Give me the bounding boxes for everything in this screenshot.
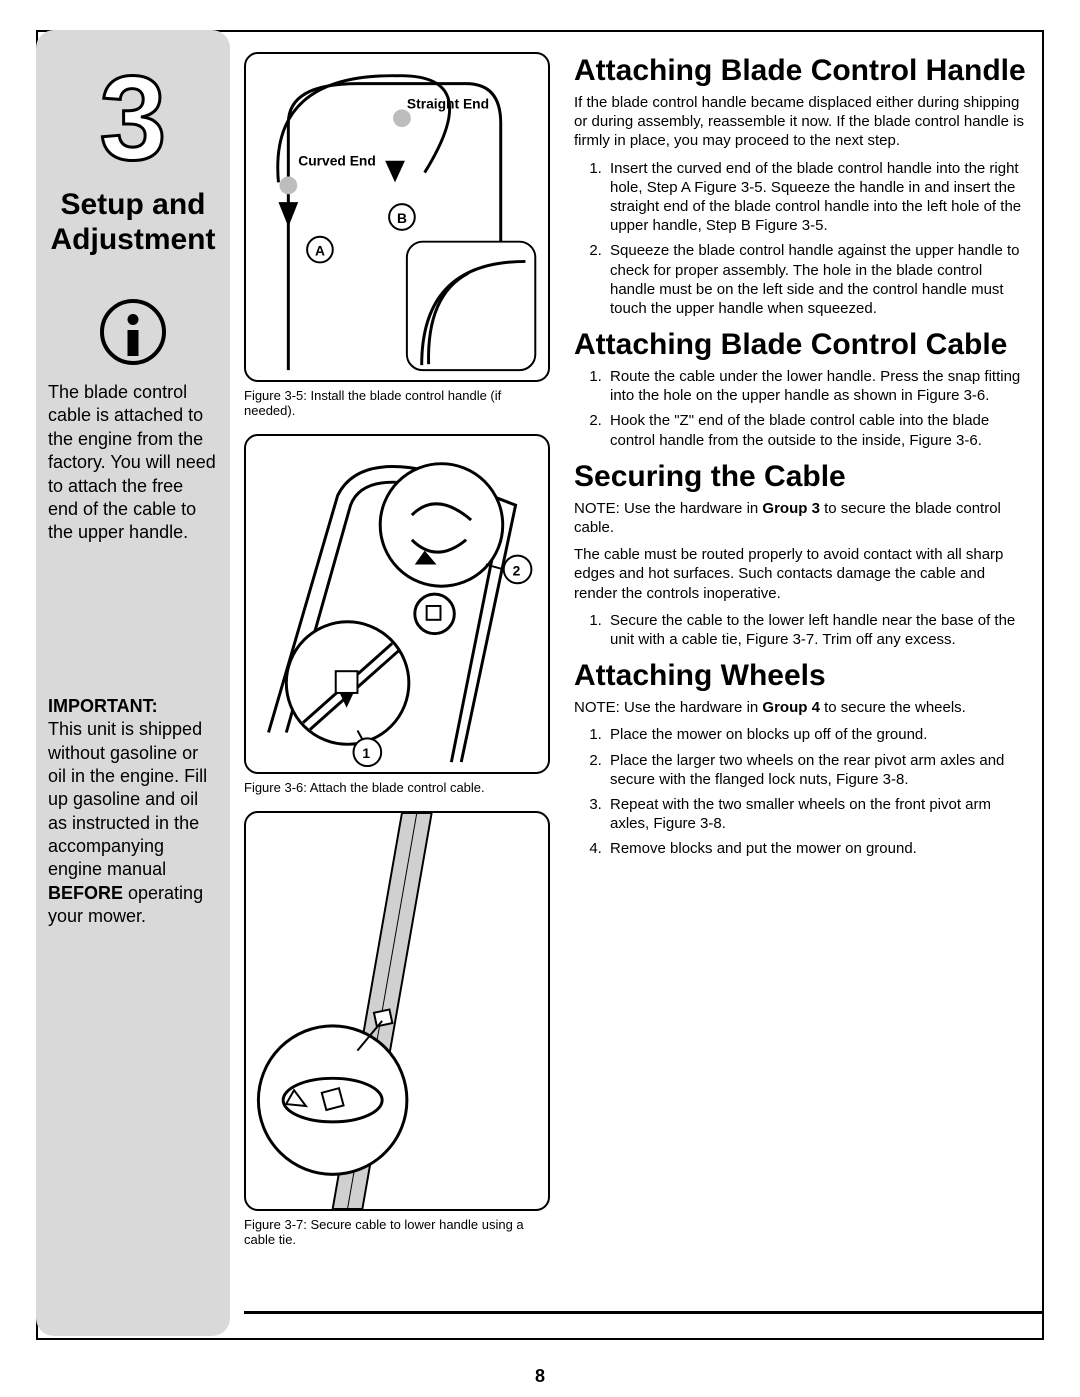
heading-securing-cable: Securing the Cable xyxy=(574,460,1026,493)
label-straight: Straight End xyxy=(407,95,489,111)
list-item: Hook the "Z" end of the blade control ca… xyxy=(606,411,1026,449)
figure-3-6: 2 1 xyxy=(244,434,550,774)
content-column: Attaching Blade Control Handle If the bl… xyxy=(560,32,1042,1338)
list-item: Squeeze the blade control handle against… xyxy=(606,241,1026,318)
list-item: Secure the cable to the lower left handl… xyxy=(606,611,1026,649)
para-secure-warning: The cable must be routed properly to avo… xyxy=(574,545,1026,603)
sidebar-important: IMPORTANT: This unit is shipped without … xyxy=(48,545,218,929)
important-label: IMPORTANT: xyxy=(48,695,218,718)
svg-text:1: 1 xyxy=(362,745,370,761)
list-item: Insert the curved end of the blade contr… xyxy=(606,159,1026,236)
para-secure-note: NOTE: Use the hardware in Group 3 to sec… xyxy=(574,499,1026,537)
info-icon xyxy=(100,299,166,365)
heading-blade-handle: Attaching Blade Control Handle xyxy=(574,54,1026,87)
figure-3-5: Straight End Curved End A B xyxy=(244,52,550,382)
figures-column: Straight End Curved End A B Figure 3-5: … xyxy=(230,32,560,1338)
para-handle-intro: If the blade control handle became displ… xyxy=(574,93,1026,151)
list-securing: Secure the cable to the lower left handl… xyxy=(574,611,1026,649)
svg-text:B: B xyxy=(397,210,407,226)
list-blade-handle: Insert the curved end of the blade contr… xyxy=(574,159,1026,319)
chapter-title: Setup and Adjustment xyxy=(48,188,218,257)
list-item: Repeat with the two smaller wheels on th… xyxy=(606,795,1026,833)
sidebar-intro: The blade control cable is attached to t… xyxy=(48,381,218,545)
svg-text:2: 2 xyxy=(513,562,521,578)
figure-3-7-caption: Figure 3-7: Secure cable to lower handle… xyxy=(244,1217,550,1247)
figure-3-7 xyxy=(244,811,550,1211)
list-item: Place the larger two wheels on the rear … xyxy=(606,751,1026,789)
page-number: 8 xyxy=(0,1366,1080,1387)
list-item: Route the cable under the lower handle. … xyxy=(606,367,1026,405)
bottom-divider xyxy=(244,1311,1042,1314)
list-wheels: Place the mower on blocks up off of the … xyxy=(574,725,1026,858)
chapter-number: 3 xyxy=(100,58,167,178)
list-item: Remove blocks and put the mower on groun… xyxy=(606,839,1026,858)
svg-text:A: A xyxy=(315,243,325,259)
list-item: Place the mower on blocks up off of the … xyxy=(606,725,1026,744)
page-frame: 3 Setup and Adjustment The blade control… xyxy=(36,30,1044,1340)
para-wheels-note: NOTE: Use the hardware in Group 4 to sec… xyxy=(574,698,1026,717)
heading-blade-cable: Attaching Blade Control Cable xyxy=(574,328,1026,361)
label-curved: Curved End xyxy=(298,153,376,169)
important-text-1: This unit is shipped without gasoline or… xyxy=(48,719,207,879)
sidebar: 3 Setup and Adjustment The blade control… xyxy=(36,30,230,1336)
list-blade-cable: Route the cable under the lower handle. … xyxy=(574,367,1026,450)
figure-3-6-caption: Figure 3-6: Attach the blade control cab… xyxy=(244,780,550,795)
important-bold: BEFORE xyxy=(48,883,123,903)
heading-attaching-wheels: Attaching Wheels xyxy=(574,659,1026,692)
figure-3-5-caption: Figure 3-5: Install the blade control ha… xyxy=(244,388,550,418)
